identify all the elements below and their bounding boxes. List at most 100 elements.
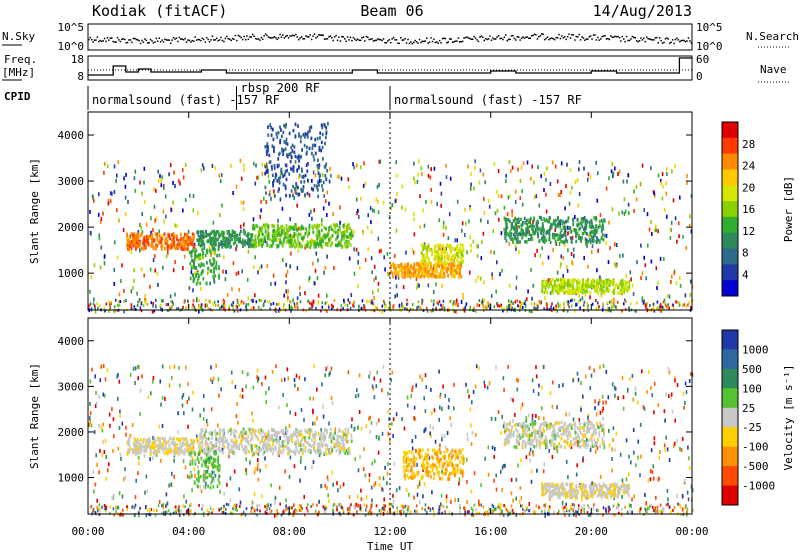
scatter-cell — [462, 292, 464, 297]
scatter-cell — [154, 218, 156, 223]
echo-cell — [394, 263, 397, 268]
echo-cell — [454, 247, 457, 252]
scatter-cell — [139, 411, 141, 416]
noise-point — [414, 39, 416, 42]
scatter-cell — [336, 235, 338, 240]
echo-cell — [559, 225, 562, 229]
noise-point — [647, 38, 649, 40]
scatter-cell — [171, 305, 173, 310]
scatter-cell — [422, 208, 424, 213]
echo-cell — [347, 226, 349, 230]
echo-cell — [403, 264, 406, 268]
scatter-cell — [415, 383, 417, 388]
echo-cell — [434, 244, 437, 248]
scatter-cell — [549, 496, 551, 501]
scatter-cell — [157, 169, 159, 174]
echo-cell — [200, 262, 203, 266]
scatter-cell — [479, 276, 482, 281]
echo-cell — [259, 238, 261, 243]
scatter-cell — [238, 487, 241, 492]
scatter-cell — [316, 416, 318, 421]
echo-cell — [621, 285, 623, 289]
scatter-cell — [182, 175, 185, 180]
scatter-cell — [653, 436, 656, 441]
echo-cell — [598, 224, 601, 228]
scatter-cell — [238, 287, 240, 292]
scatter-cell — [580, 381, 582, 386]
scatter-cell — [246, 372, 249, 377]
echo-cell — [594, 226, 597, 231]
scatter-cell — [512, 498, 514, 503]
echo-cell — [530, 235, 533, 240]
echo-cell — [184, 232, 186, 237]
echo-cell — [427, 270, 430, 275]
echo-cell — [310, 243, 312, 248]
noise-point — [594, 34, 596, 36]
scatter-cell — [149, 284, 151, 289]
scatter-cell — [208, 245, 211, 250]
scatter-cell — [112, 417, 115, 422]
scatter-cell — [635, 197, 638, 202]
ground-scatter-cell — [644, 302, 646, 306]
scatter-cell — [189, 193, 191, 198]
ground-scatter-cell — [204, 303, 207, 307]
scatter-cell — [298, 175, 300, 180]
scatter-cell — [617, 396, 619, 401]
echo-cell — [265, 240, 268, 245]
echo-cell — [429, 264, 432, 269]
scatter-cell — [439, 394, 441, 399]
echo-cell — [515, 221, 517, 226]
scatter-cell — [326, 190, 328, 195]
echo-cell — [194, 248, 196, 253]
noise-point — [149, 38, 152, 41]
ground-scatter-cell — [510, 306, 512, 309]
echo-cell — [327, 231, 330, 235]
ground-scatter-cell — [500, 303, 502, 307]
scatter-cell — [629, 270, 632, 275]
noise-point — [367, 36, 369, 38]
echo-cell — [514, 236, 517, 241]
ground-scatter-cell — [269, 307, 271, 311]
ground-scatter-cell — [177, 307, 180, 310]
ground-scatter-cell — [223, 301, 225, 305]
echo-cell — [264, 185, 267, 190]
scatter-cell — [447, 405, 450, 410]
scatter-cell — [594, 449, 597, 454]
scatter-cell — [192, 445, 195, 450]
ground-scatter-cell — [436, 301, 439, 305]
scatter-cell — [663, 409, 666, 414]
scatter-cell — [145, 505, 147, 510]
echo-cell — [332, 229, 335, 233]
noise-point — [236, 39, 238, 42]
ground-scatter-cell — [608, 309, 611, 313]
scatter-cell — [132, 285, 134, 290]
ground-scatter-cell — [206, 303, 208, 307]
echo-cell — [288, 172, 291, 176]
noise-point — [243, 35, 245, 38]
cpid-label: CPID — [4, 90, 31, 103]
scatter-cell — [512, 398, 514, 403]
scatter-cell — [614, 447, 616, 452]
echo-cell — [285, 224, 288, 228]
noise-point — [214, 39, 217, 41]
echo-cell — [277, 223, 279, 228]
noise-point — [341, 35, 343, 38]
scatter-cell — [141, 212, 143, 217]
ground-scatter-cell — [247, 303, 250, 306]
ground-scatter-cell — [368, 300, 371, 303]
scatter-cell — [679, 195, 681, 200]
scatter-cell — [406, 395, 409, 400]
echo-cell — [586, 232, 588, 236]
scatter-cell — [105, 454, 108, 459]
scatter-cell — [663, 207, 666, 212]
scatter-cell — [502, 424, 505, 429]
noise-point — [428, 41, 431, 43]
echo-cell — [152, 239, 155, 243]
scatter-cell — [671, 274, 673, 279]
echo-cell — [259, 242, 262, 246]
echo-cell — [557, 237, 560, 242]
echo-cell — [542, 232, 545, 236]
ground-scatter-cell — [555, 304, 557, 308]
echo-cell — [241, 238, 244, 242]
echo-cell — [546, 219, 549, 223]
